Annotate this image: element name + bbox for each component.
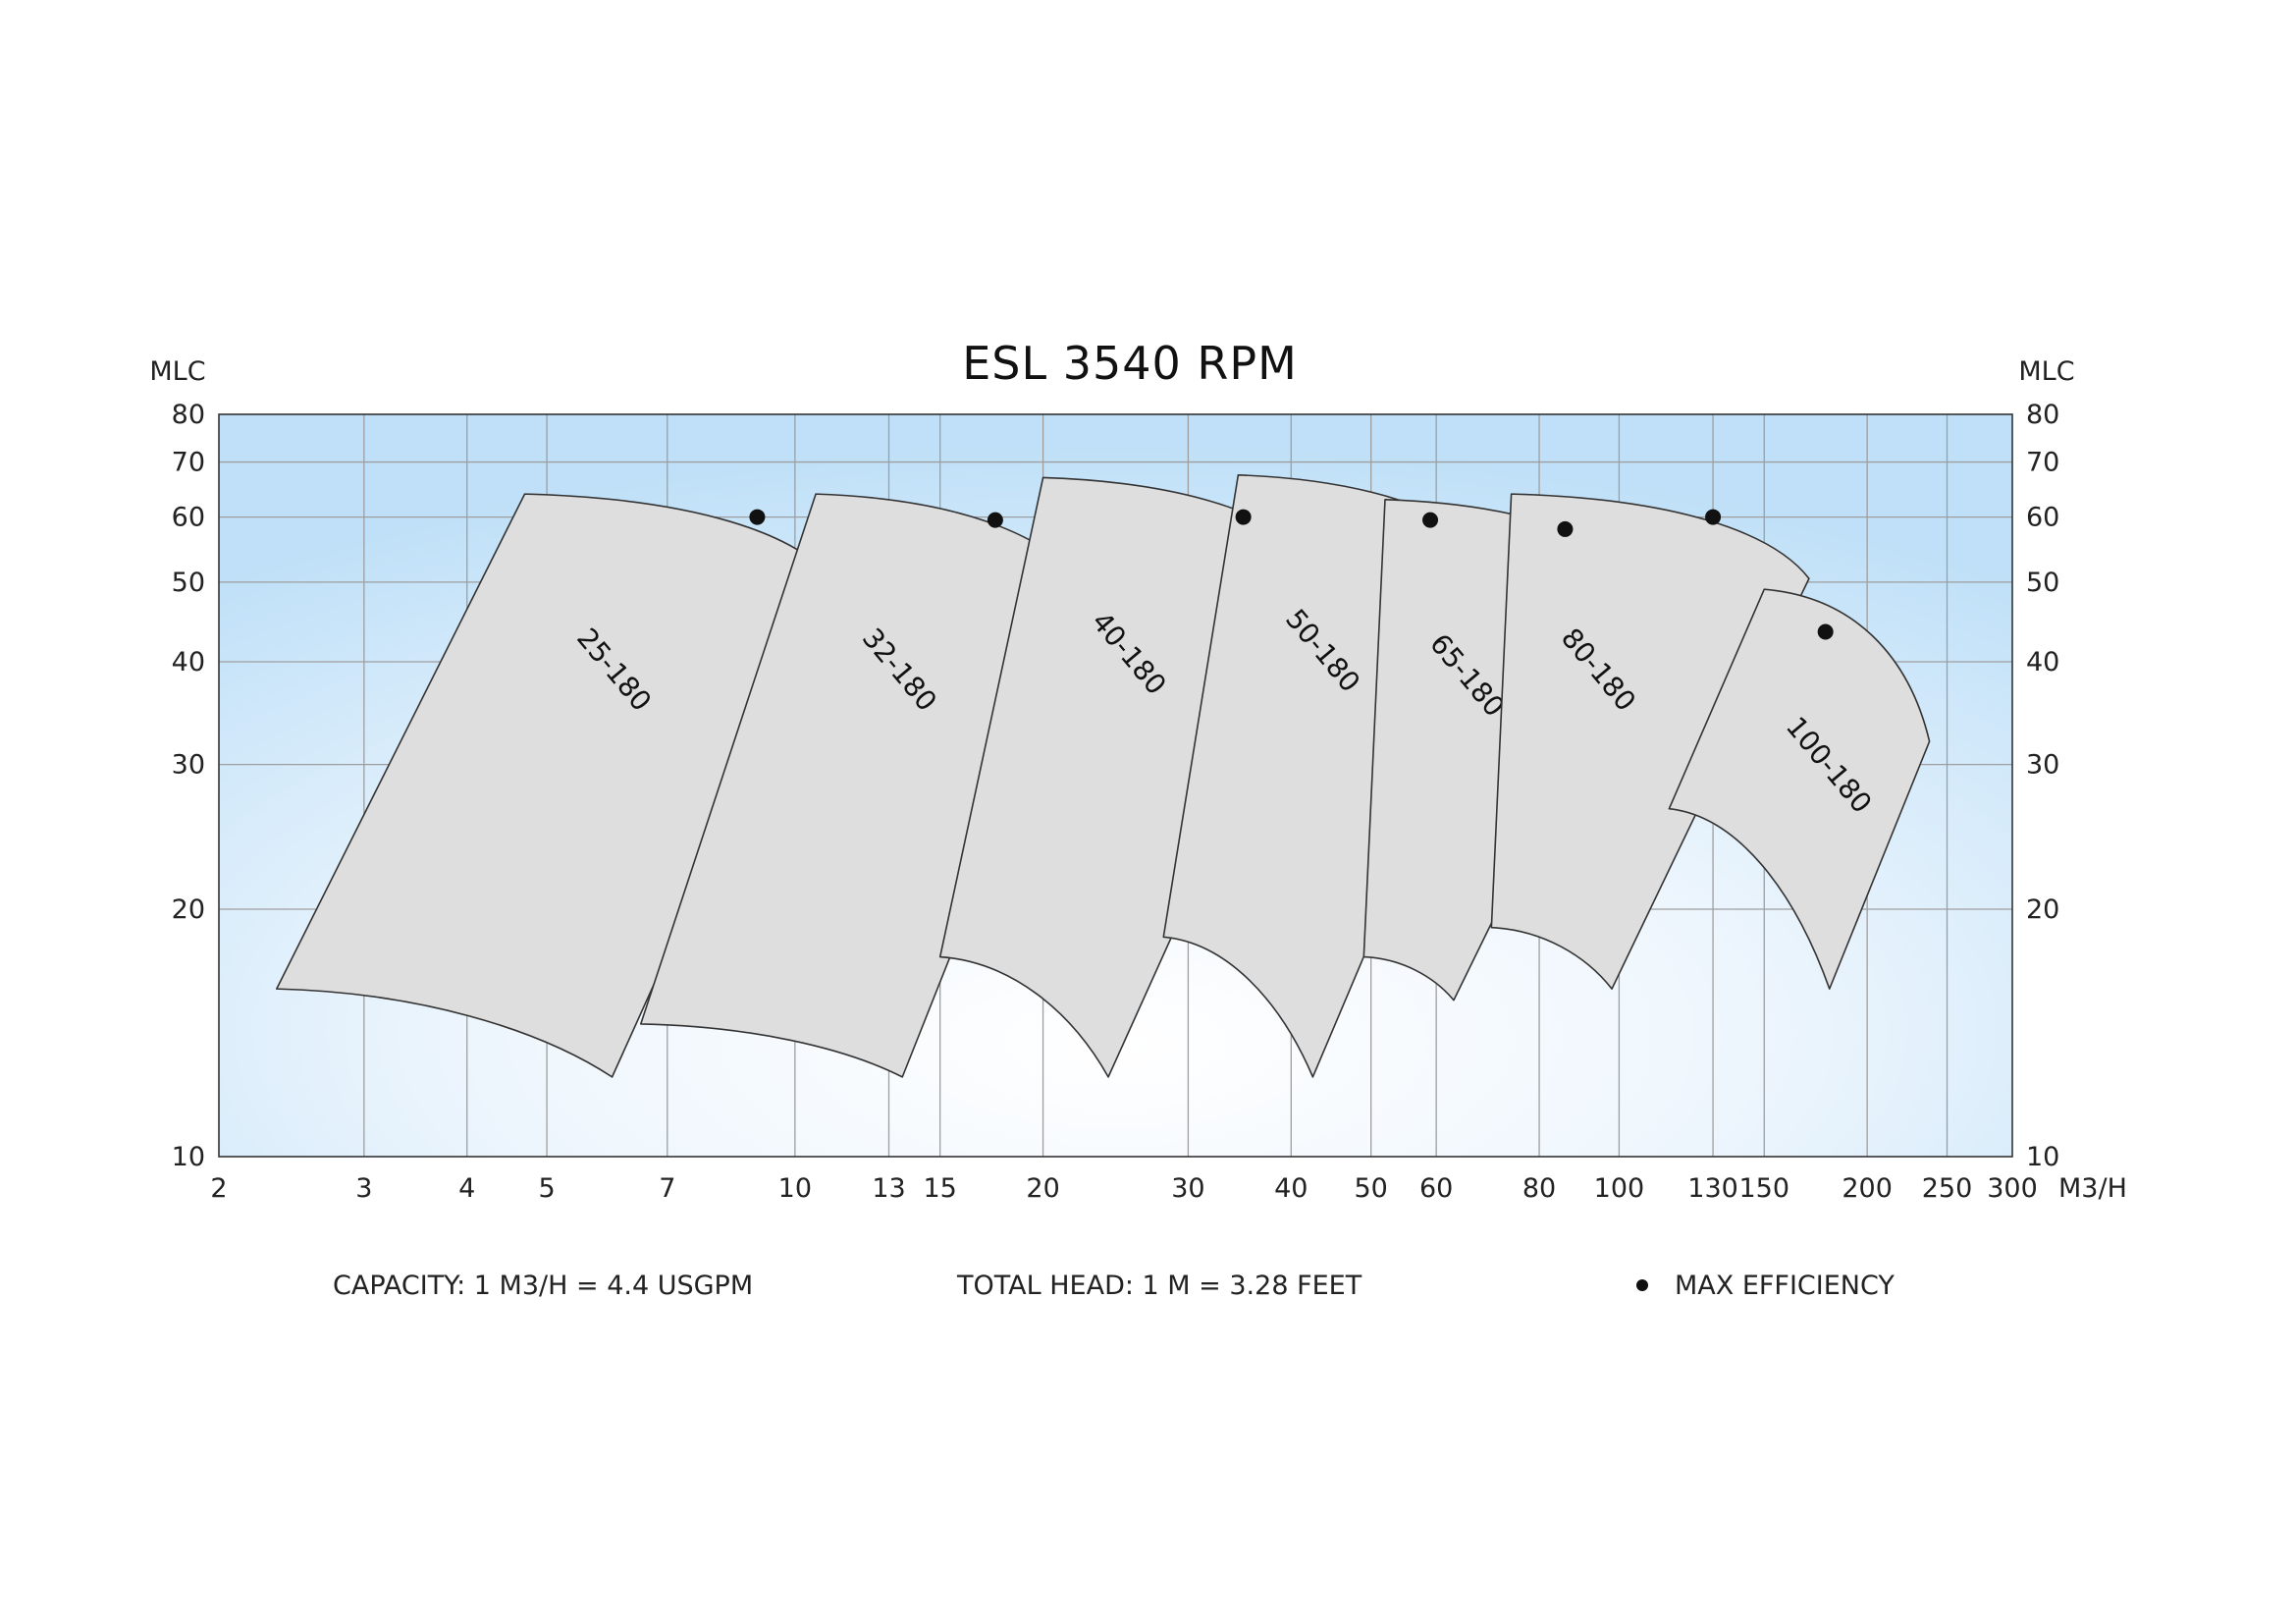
x-tick-label: 130	[1687, 1173, 1738, 1204]
y-tick-label-right: 40	[2026, 647, 2059, 677]
y-tick-label-right: 10	[2026, 1142, 2059, 1172]
x-tick-label: 10	[778, 1173, 812, 1204]
bep-marker-65-180	[1557, 520, 1574, 537]
y-tick-label-left: 80	[172, 400, 205, 430]
y-tick-label-left: 40	[172, 647, 205, 677]
x-tick-label: 7	[659, 1173, 675, 1204]
max-efficiency-markers	[749, 509, 1834, 640]
bep-marker-40-180	[1235, 509, 1252, 525]
pump-curve-regions: 25-180 32-180 40-180 50-180 65-180 80-180100-…	[276, 473, 1931, 1078]
bep-marker-80-180	[1705, 509, 1722, 525]
y-tick-label-right: 80	[2026, 400, 2059, 430]
y-tick-label-right: 70	[2026, 448, 2059, 478]
legend-marker-icon	[1636, 1279, 1648, 1291]
curve-region-25-180	[276, 493, 836, 1078]
x-tick-label: 80	[1522, 1173, 1556, 1204]
bep-marker-50-180	[1422, 512, 1439, 528]
y-tick-label-left: 70	[172, 448, 205, 478]
x-tick-label: 15	[924, 1173, 957, 1204]
x-tick-label: 300	[1987, 1173, 2038, 1204]
x-tick-label: 3	[355, 1173, 372, 1204]
x-tick-label: 100	[1594, 1173, 1645, 1204]
x-tick-label: 50	[1355, 1173, 1388, 1204]
x-axis-label: M3/H	[2058, 1173, 2127, 1204]
capacity-conversion-note: CAPACITY: 1 M3/H = 4.4 USGPM	[333, 1271, 753, 1301]
x-tick-label: 13	[872, 1173, 905, 1204]
axis-tick-labels: 2 3 4 5 7 10 13 15 20 30 40 50 60 80 100 130 150 200 250 30…	[172, 400, 2060, 1204]
plot-frame	[218, 413, 2013, 1158]
y-axis-label-left: MLC	[149, 356, 205, 387]
x-tick-label: 150	[1738, 1173, 1789, 1204]
bep-marker-25-180	[749, 509, 766, 525]
x-tick-label: 5	[539, 1173, 556, 1204]
x-tick-label: 60	[1419, 1173, 1453, 1204]
y-tick-label-left: 10	[172, 1142, 205, 1172]
y-tick-label-left: 20	[172, 894, 205, 925]
y-axis-label-right: MLC	[2018, 356, 2074, 387]
y-tick-label-right: 20	[2026, 894, 2059, 925]
x-tick-label: 40	[1274, 1173, 1308, 1204]
curve-region-80-180	[1490, 493, 1810, 990]
y-tick-label-left: 50	[172, 568, 205, 598]
y-tick-label-right: 30	[2026, 750, 2059, 781]
x-tick-label: 30	[1171, 1173, 1204, 1204]
y-tick-label-left: 60	[172, 503, 205, 533]
bep-marker-100-180	[1817, 623, 1834, 640]
y-tick-label-left: 30	[172, 750, 205, 781]
legend-label: MAX EFFICIENCY	[1675, 1271, 1895, 1301]
total-head-conversion-note: TOTAL HEAD: 1 M = 3.28 FEET	[956, 1271, 1362, 1301]
curve-region-100-180	[1668, 588, 1931, 990]
x-tick-label: 20	[1026, 1173, 1059, 1204]
x-tick-label: 2	[210, 1173, 227, 1204]
y-tick-label-right: 50	[2026, 568, 2059, 598]
chart-title: ESL 3540 RPM	[962, 337, 1298, 390]
x-tick-label: 250	[1922, 1173, 1973, 1204]
y-tick-label-right: 60	[2026, 503, 2059, 533]
x-tick-label: 4	[458, 1173, 475, 1204]
x-tick-label: 200	[1842, 1173, 1893, 1204]
bep-marker-32-180	[987, 512, 1003, 528]
